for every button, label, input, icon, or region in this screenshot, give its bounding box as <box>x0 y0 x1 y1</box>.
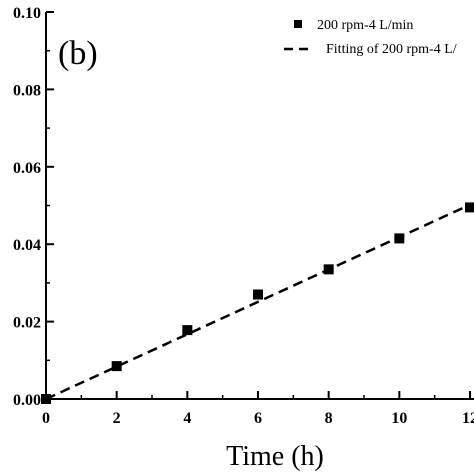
data-point <box>394 233 405 244</box>
data-point <box>182 325 193 336</box>
y-tick-label: 0.06 <box>13 160 41 177</box>
y-tick-label: 0.02 <box>13 315 41 332</box>
data-point <box>465 202 474 213</box>
x-tick-label: 4 <box>183 410 191 427</box>
y-tick-labels: 0.00 0.02 0.04 0.06 0.08 0.10 <box>13 5 41 409</box>
data-points-layer <box>41 202 474 404</box>
tick-marks-layer <box>45 11 471 400</box>
fit-line <box>45 203 471 401</box>
y-tick-label: 0.00 <box>13 392 41 409</box>
data-point <box>41 394 51 404</box>
x-tick-labels: 0 2 4 6 8 10 12 <box>42 410 474 427</box>
x-tick-label: 2 <box>113 410 121 427</box>
x-tick-label: 6 <box>254 410 262 427</box>
y-tick-label: 0.04 <box>13 237 41 254</box>
x-axis-title: Time (h) <box>226 441 324 472</box>
legend-label-data: 200 rpm-4 L/min <box>317 18 413 33</box>
data-point <box>111 361 122 372</box>
legend: 200 rpm-4 L/min Fitting of 200 rpm-4 L/ <box>284 18 457 57</box>
x-tick-label: 8 <box>325 410 333 427</box>
plot-frame-layer <box>45 12 474 400</box>
data-point <box>253 289 263 300</box>
data-point <box>323 264 334 275</box>
legend-label-fit: Fitting of 200 rpm-4 L/ <box>326 42 457 57</box>
fit-line-layer <box>45 203 471 401</box>
x-tick-label: 10 <box>391 410 407 427</box>
x-tick-label: 12 <box>462 410 474 427</box>
y-tick-label: 0.08 <box>13 82 41 99</box>
y-tick-label: 0.10 <box>13 5 41 22</box>
legend-marker-square <box>294 20 302 28</box>
panel-label: (b) <box>58 35 98 72</box>
x-tick-label: 0 <box>42 410 50 427</box>
